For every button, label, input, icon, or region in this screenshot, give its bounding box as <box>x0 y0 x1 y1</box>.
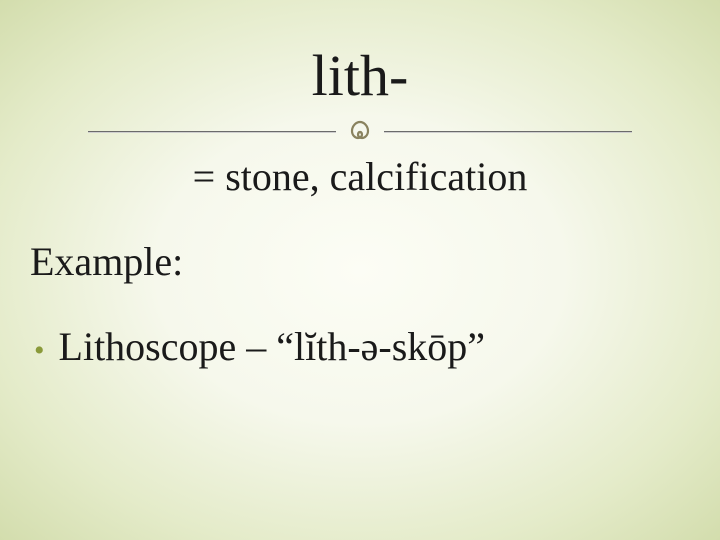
flourish-icon <box>336 117 384 151</box>
divider-line-right <box>384 131 632 133</box>
bullet-item: • Lithoscope – “lĭth-ə-skōp” <box>34 323 692 370</box>
bullet-icon: • <box>34 336 45 366</box>
definition-text: = stone, calcification <box>28 153 692 200</box>
divider-line-left <box>88 131 336 133</box>
example-label: Example: <box>30 238 692 285</box>
slide-title: lith- <box>28 42 692 109</box>
slide: lith- = stone, calcification Example: • … <box>0 0 720 540</box>
divider <box>28 115 692 149</box>
bullet-text: Lithoscope – “lĭth-ə-skōp” <box>59 323 486 370</box>
